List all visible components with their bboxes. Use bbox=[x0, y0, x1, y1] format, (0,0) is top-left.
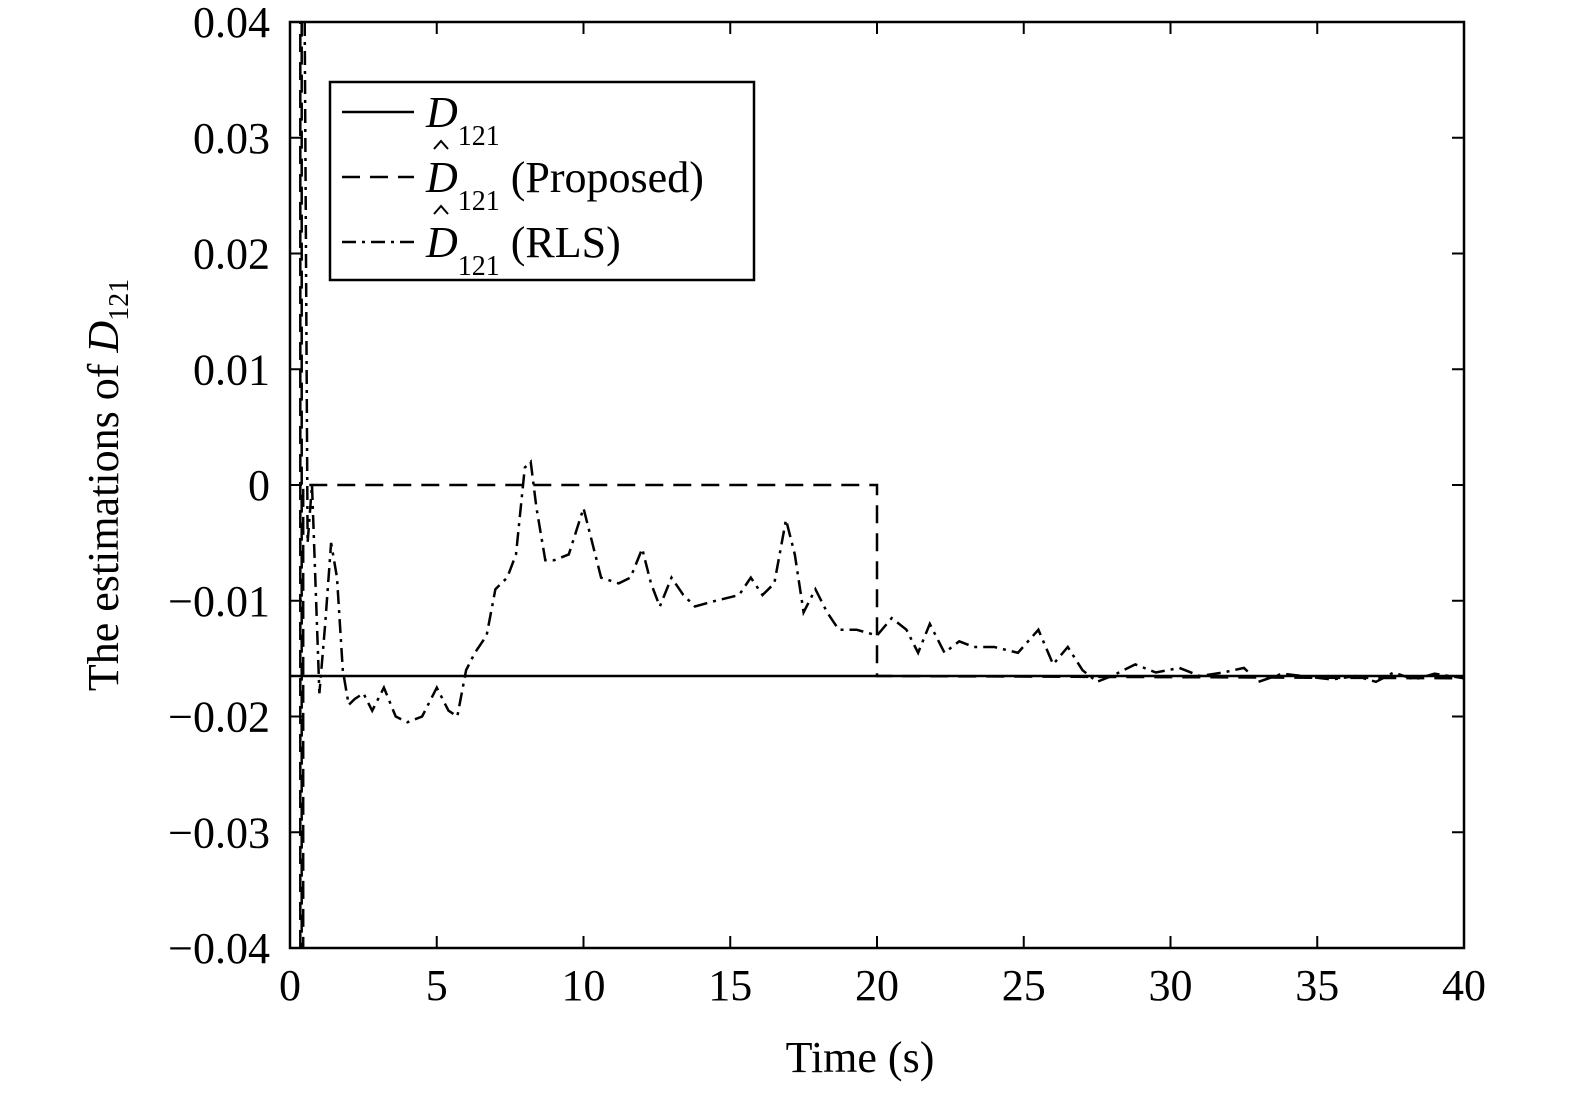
legend-hat-accent bbox=[433, 139, 449, 150]
x-tick-label: 35 bbox=[1295, 961, 1339, 1010]
legend-box bbox=[328, 80, 756, 282]
x-tick-label: 40 bbox=[1442, 961, 1486, 1010]
y-axis-title-prefix: The estimations of bbox=[79, 353, 128, 692]
y-tick-label: −0.02 bbox=[168, 693, 270, 742]
x-tick-label: 15 bbox=[708, 961, 752, 1010]
legend-symbol: D bbox=[425, 153, 458, 202]
y-tick-label: 0.04 bbox=[193, 0, 270, 47]
series-line-3 bbox=[303, 22, 1464, 724]
x-tick-label: 20 bbox=[855, 961, 899, 1010]
y-tick-label: −0.03 bbox=[168, 808, 270, 857]
axis-ticks: 0 5 10 15 20 25 30 35 40 0.04 0.03 0.02 0.01 0 −0.01 −0… bbox=[168, 0, 1486, 1010]
x-tick-label: 10 bbox=[562, 961, 606, 1010]
y-tick-label: 0.02 bbox=[193, 230, 270, 279]
y-axis-title: The estimations of D121 bbox=[79, 279, 135, 691]
legend-subscript: 121 bbox=[458, 186, 500, 217]
legend-subscript: 121 bbox=[458, 251, 500, 282]
x-axis-title: Time (s) bbox=[786, 1033, 935, 1082]
y-axis-title-subscript: 121 bbox=[104, 279, 135, 321]
y-tick-label: 0.03 bbox=[193, 114, 270, 163]
x-tick-label: 25 bbox=[1002, 961, 1046, 1010]
legend-symbol: D bbox=[425, 88, 458, 137]
legend-suffix: (Proposed) bbox=[500, 153, 704, 202]
y-axis-title-symbol: D bbox=[79, 321, 128, 354]
y-tick-label: −0.01 bbox=[168, 577, 270, 626]
y-tick-label: 0 bbox=[248, 461, 270, 510]
legend-symbol: D bbox=[425, 218, 458, 267]
legend-hat-accent bbox=[433, 204, 449, 215]
legend-subscript: 121 bbox=[458, 121, 500, 152]
x-tick-label: 30 bbox=[1149, 961, 1193, 1010]
legend-label-3: D121 (RLS) bbox=[425, 218, 621, 282]
y-tick-label: 0.01 bbox=[193, 345, 270, 394]
x-tick-label: 5 bbox=[426, 961, 448, 1010]
y-tick-label: −0.04 bbox=[168, 924, 270, 973]
plot-marks bbox=[290, 22, 1464, 948]
x-tick-label: 0 bbox=[279, 961, 301, 1010]
legend-suffix: (RLS) bbox=[500, 218, 621, 267]
legend-label-2: D121 (Proposed) bbox=[425, 153, 704, 217]
legend-label-1: D121 bbox=[425, 88, 500, 152]
